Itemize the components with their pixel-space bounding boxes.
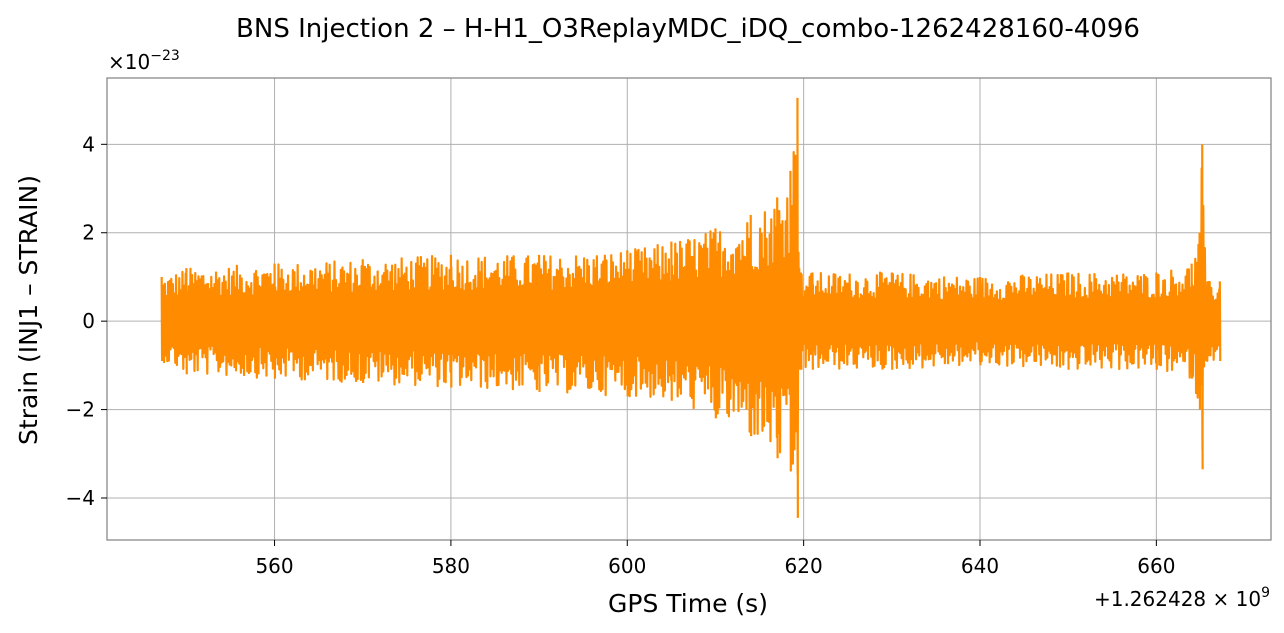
y-tick-label: 4 <box>82 132 95 156</box>
x-tick-label: 660 <box>1137 554 1175 578</box>
y-axis-label: Strain (INJ1 – STRAIN) <box>14 175 43 445</box>
x-offset-exponent: 9 <box>1261 585 1270 601</box>
x-offset-label: +1.262428 × 10 <box>1094 587 1261 611</box>
x-axis-label: GPS Time (s) <box>608 589 768 618</box>
y-scale-factor: ×10−23 <box>108 48 180 74</box>
x-tick-label: 560 <box>255 554 293 578</box>
x-tick-label: 620 <box>785 554 823 578</box>
x-offset: +1.262428 × 109 <box>1094 585 1270 611</box>
y-tick-label: 0 <box>82 309 95 333</box>
y-scale-label: ×10 <box>108 50 150 74</box>
strain-trace <box>160 97 1222 518</box>
x-tick-label: 600 <box>608 554 646 578</box>
axis-ticks: 560 580 600 620 640 660 −4 −2 0 2 4 <box>66 132 1176 578</box>
chart-title: BNS Injection 2 – H-H1_O3ReplayMDC_iDQ_c… <box>236 14 1140 44</box>
y-tick-label: 2 <box>82 221 95 245</box>
y-tick-label: −4 <box>66 486 95 510</box>
strain-series <box>160 97 1222 518</box>
x-tick-label: 580 <box>432 554 470 578</box>
x-tick-label: 640 <box>961 554 999 578</box>
plot-frame <box>106 77 1272 541</box>
y-tick-label: −2 <box>66 398 95 422</box>
y-scale-exponent: −23 <box>150 48 180 64</box>
